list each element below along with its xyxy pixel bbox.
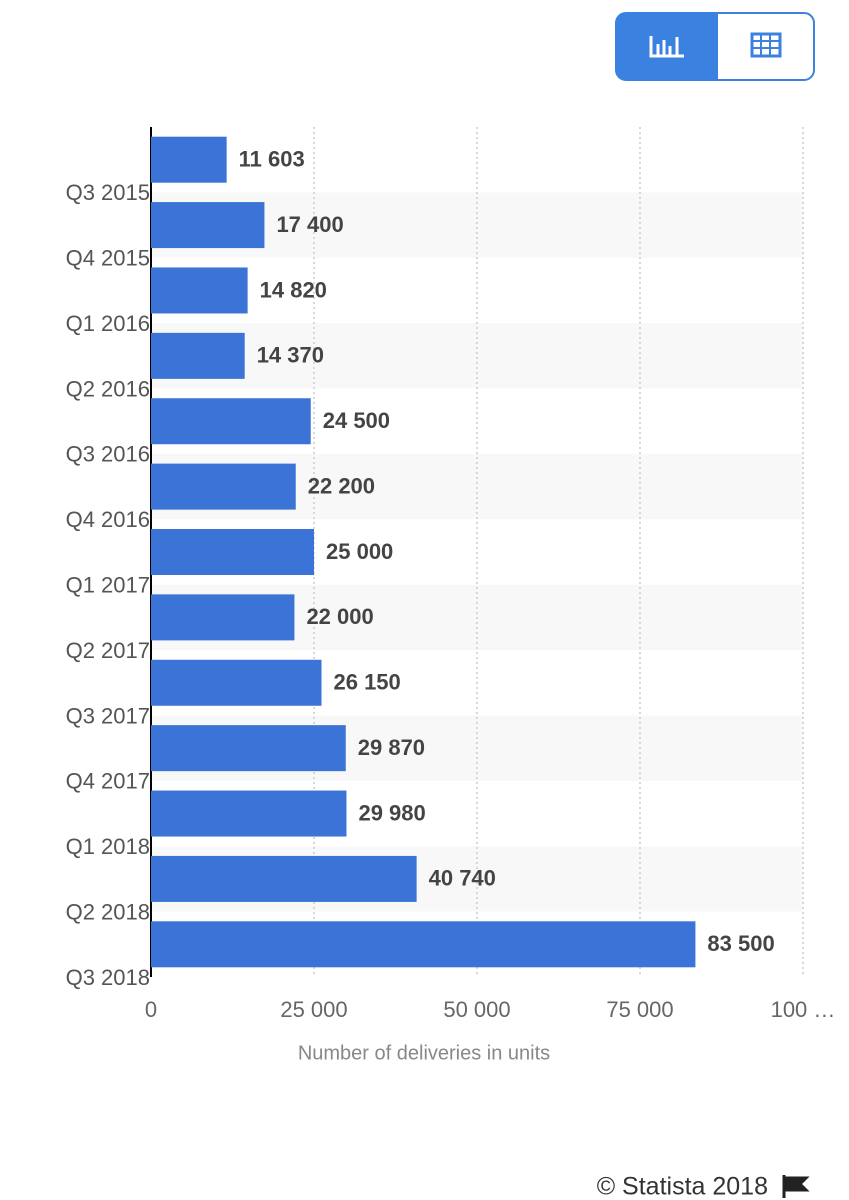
y-tick-label: Q3 2015 (66, 180, 150, 205)
value-label: 40 740 (429, 866, 496, 891)
x-tick-label: 25 000 (280, 997, 347, 1022)
bar (151, 790, 347, 837)
bar (151, 659, 322, 706)
bar (151, 463, 296, 510)
value-label: 11 603 (239, 147, 305, 172)
y-tick-label: Q1 2016 (66, 311, 150, 336)
y-tick-label: Q2 2017 (66, 638, 150, 663)
y-tick-label: Q3 2017 (66, 703, 150, 728)
bar (151, 202, 265, 249)
table-view-button[interactable] (750, 32, 782, 58)
y-tick-label: Q3 2018 (66, 965, 150, 990)
flag-icon (782, 1175, 810, 1198)
bar (151, 332, 245, 379)
y-tick-label: Q4 2017 (66, 769, 150, 794)
bar (151, 136, 227, 183)
value-label: 22 000 (306, 604, 373, 629)
value-label: 29 980 (358, 800, 425, 825)
y-tick-label: Q1 2017 (66, 573, 150, 598)
bar (151, 529, 314, 575)
value-label: 25 000 (326, 539, 393, 564)
chart-view-button[interactable] (616, 13, 718, 80)
y-tick-label: Q2 2018 (66, 899, 150, 924)
x-tick-label: 50 000 (443, 997, 510, 1022)
value-label: 24 500 (323, 408, 390, 433)
bar (151, 921, 696, 968)
x-tick-label: 100 … (771, 997, 836, 1022)
bar (151, 267, 248, 314)
y-tick-label: Q3 2016 (66, 442, 150, 467)
x-tick-label: 75 000 (606, 997, 673, 1022)
y-tick-label: Q2 2016 (66, 376, 150, 401)
bar (151, 398, 311, 445)
y-tick-label: Q4 2016 (66, 507, 150, 532)
value-label: 29 870 (358, 735, 425, 760)
bar (151, 725, 346, 772)
value-label: 14 370 (257, 343, 324, 368)
view-toggle (615, 12, 815, 81)
y-tick-label: Q1 2018 (66, 834, 150, 859)
bar (151, 594, 295, 641)
value-label: 26 150 (333, 670, 400, 695)
chart-icon (649, 36, 684, 58)
x-tick-label: 0 (145, 997, 157, 1022)
bar (151, 855, 417, 902)
value-label: 14 820 (260, 277, 327, 302)
value-label: 17 400 (276, 212, 343, 237)
x-axis-title: Number of deliveries in units (298, 1042, 550, 1064)
y-tick-label: Q4 2015 (66, 246, 150, 271)
value-label: 83 500 (707, 931, 774, 956)
value-label: 22 200 (308, 473, 375, 498)
source: © Statista 2018 (597, 1173, 768, 1200)
